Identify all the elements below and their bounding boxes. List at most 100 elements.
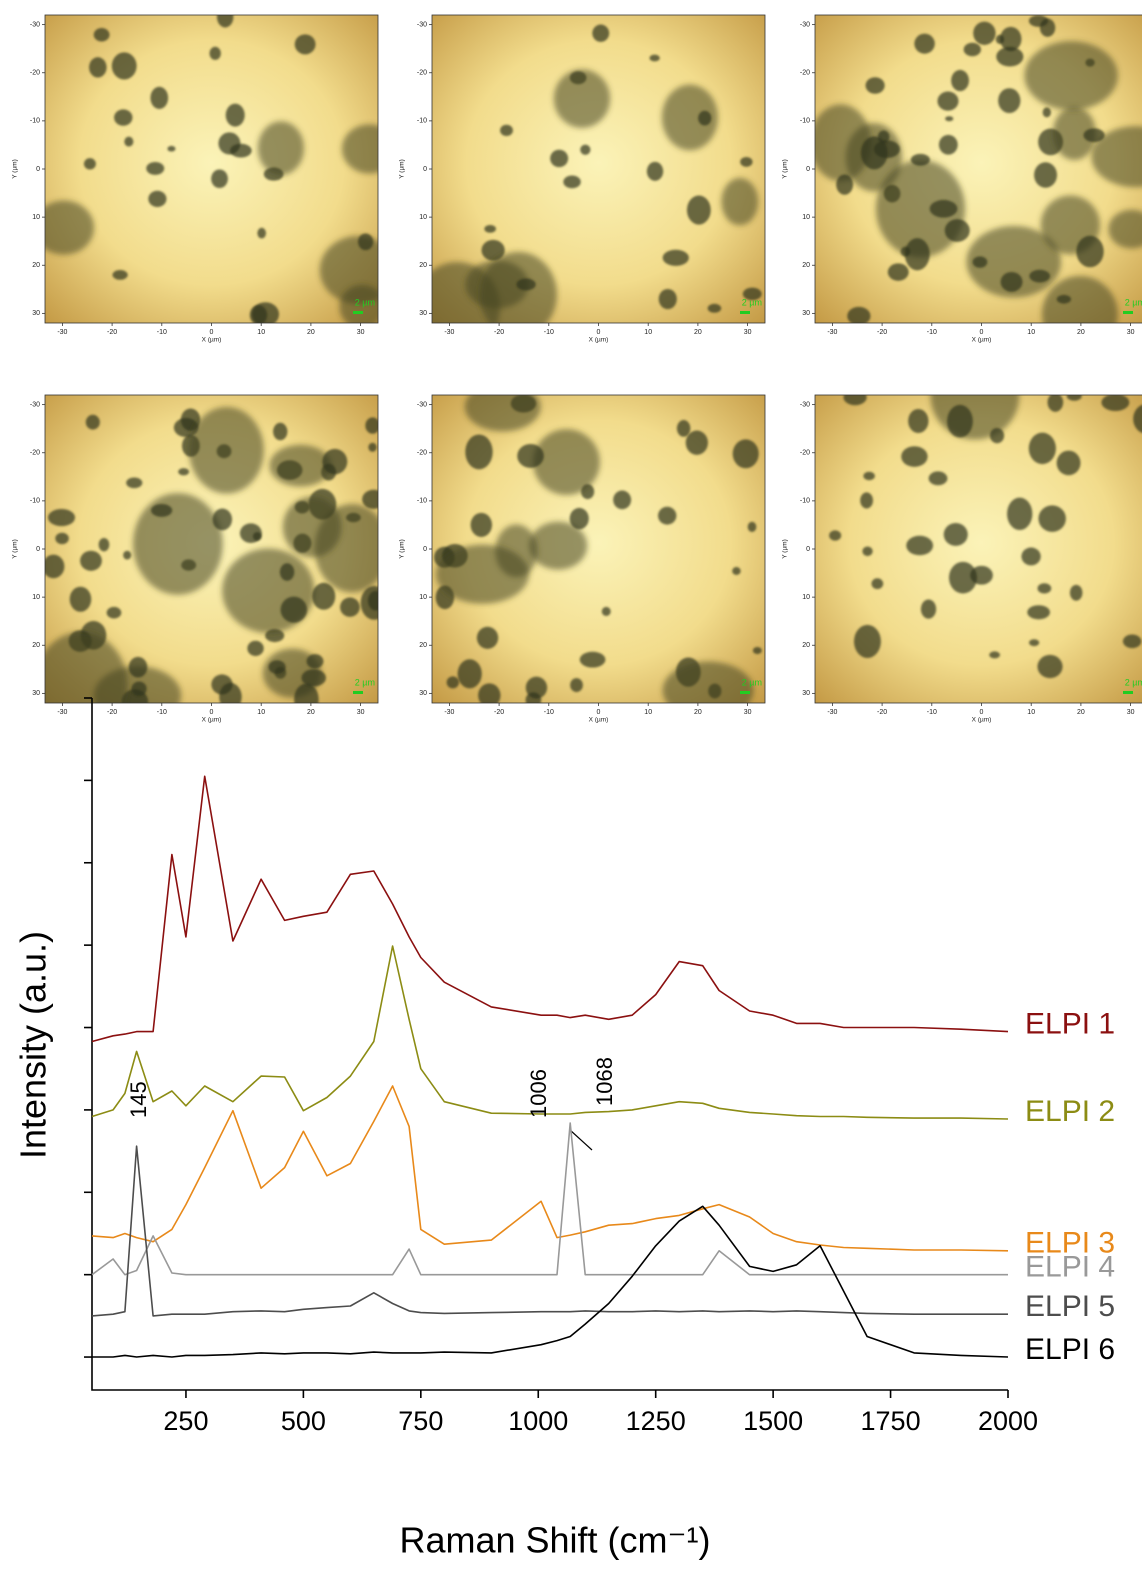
y-tick-label: -20 (417, 70, 427, 77)
particle (306, 654, 324, 669)
particle (685, 430, 708, 455)
series-label: ELPI 3 (1025, 1227, 1115, 1260)
series-label: ELPI 5 (1025, 1290, 1115, 1323)
micrograph (815, 395, 1142, 703)
particle (478, 683, 501, 703)
particle (257, 227, 267, 239)
y-tick-label: 30 (419, 310, 427, 317)
y-tick-label: 20 (419, 642, 427, 649)
particle (865, 77, 885, 94)
particle (124, 136, 134, 147)
x-tick-label: 30 (357, 709, 365, 716)
scale-bar-label: 2 µm (742, 297, 762, 307)
particle (860, 136, 888, 170)
particle (476, 626, 499, 649)
peak-annotation: 1068 (592, 1057, 617, 1106)
x-axis-label: X (µm) (972, 337, 992, 344)
particle (69, 586, 92, 612)
y-tick-label: 30 (32, 690, 40, 697)
particle (322, 448, 348, 475)
series-label: ELPI 4 (1025, 1251, 1115, 1284)
particle (89, 57, 107, 78)
particle (658, 288, 677, 310)
x-tick-label: -30 (57, 709, 67, 716)
particle (853, 624, 881, 659)
particle (1069, 584, 1083, 601)
particle (862, 546, 873, 557)
particle (698, 110, 712, 126)
particle (871, 578, 884, 590)
particle (1091, 126, 1142, 188)
x-tick-label: 10 (1027, 709, 1035, 716)
particle (662, 661, 754, 703)
particle (269, 444, 332, 487)
particle (707, 303, 722, 313)
particle (1052, 106, 1097, 160)
particle (93, 27, 110, 42)
particle (570, 678, 583, 693)
y-axis-label: Y (µm) (399, 539, 406, 559)
particle (732, 567, 741, 575)
particle (1034, 162, 1058, 188)
particle (592, 24, 610, 42)
y-tick-label: 20 (32, 642, 40, 649)
x-tick-label: 30 (1127, 709, 1135, 716)
particle (658, 506, 677, 525)
x-tick-label: 1750 (861, 1406, 921, 1436)
particle (550, 149, 569, 168)
particle (484, 225, 496, 233)
particle (357, 233, 374, 251)
scale-bar (1123, 311, 1133, 314)
particle (1037, 583, 1052, 594)
particle (836, 174, 854, 195)
particle (457, 659, 482, 689)
particle (273, 422, 288, 441)
particle (887, 263, 909, 281)
x-tick-label: -20 (107, 329, 117, 336)
particle (1037, 654, 1063, 679)
particle (1133, 404, 1142, 433)
particle (829, 530, 842, 541)
particle (257, 121, 305, 176)
x-tick-label: -30 (444, 329, 454, 336)
particle (863, 471, 875, 481)
particle (815, 104, 872, 182)
y-axis-label: Y (µm) (782, 159, 789, 179)
x-axis-label: X (µm) (972, 717, 992, 724)
axes (91, 698, 1008, 1391)
particle (178, 468, 190, 476)
spectrum-line (91, 775, 1009, 1043)
y-tick-label: 10 (419, 594, 427, 601)
y-tick-label: -10 (800, 498, 810, 505)
y-tick-label: -10 (417, 498, 427, 505)
particle (239, 523, 262, 544)
particle (1101, 395, 1130, 412)
particle (963, 42, 982, 57)
particle (339, 284, 378, 323)
y-tick-label: -20 (417, 450, 427, 457)
series-label: ELPI 1 (1025, 1008, 1115, 1041)
particle (212, 508, 233, 531)
x-tick-label: -10 (157, 709, 167, 716)
particle (906, 535, 934, 556)
x-tick-label: 30 (744, 329, 752, 336)
micrograph-panel: -30 -20 -10 0 10 20 30 -30 -20 -10 0 10 20 30 X (µm) Y … (399, 14, 766, 344)
particle (481, 239, 505, 261)
particle (1028, 432, 1056, 465)
series-label: ELPI 6 (1025, 1333, 1115, 1366)
x-tick-label: -30 (444, 709, 454, 716)
particle (847, 306, 871, 323)
x-axis-label: X (µm) (589, 337, 609, 344)
micrograph-panel: -30 -20 -10 0 10 20 30 -30 -20 -10 0 10 20 30 X (µm) Y … (782, 14, 1142, 344)
y-axis-label: Y (µm) (782, 539, 789, 559)
spectrum-line (91, 1122, 1008, 1276)
particle (85, 414, 100, 430)
x-tick-label: 30 (1127, 329, 1135, 336)
particle (901, 446, 928, 467)
particle (151, 503, 173, 517)
y-tick-label: 0 (806, 166, 810, 173)
particle (225, 103, 245, 127)
particle (938, 134, 958, 155)
particle (111, 52, 137, 80)
y-tick-label: -20 (30, 70, 40, 77)
